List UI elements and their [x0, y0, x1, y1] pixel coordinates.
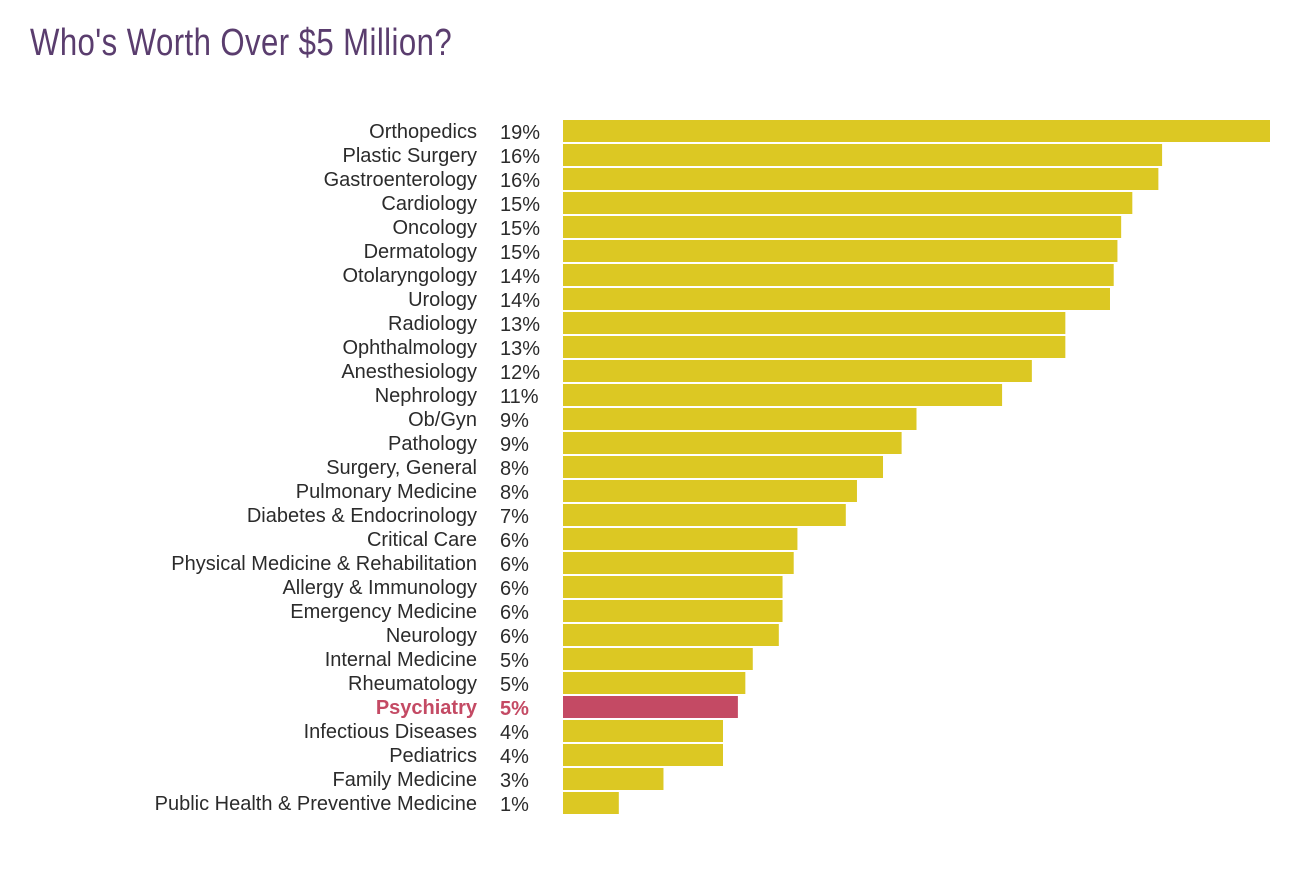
data-label: 13%	[500, 338, 540, 360]
data-label: 15%	[500, 218, 540, 240]
data-label: 4%	[500, 746, 529, 768]
category-label: Neurology	[386, 625, 477, 647]
data-label: 7%	[500, 506, 529, 528]
category-label: Cardiology	[381, 193, 477, 215]
bar	[563, 744, 724, 766]
category-label: Infectious Diseases	[304, 721, 477, 743]
data-label: 13%	[500, 314, 540, 336]
category-label: Rheumatology	[348, 673, 477, 695]
data-label: 9%	[500, 434, 529, 456]
category-label: Anesthesiology	[341, 361, 477, 383]
chart-title: Who's Worth Over $5 Million?	[30, 22, 453, 64]
category-label: Family Medicine	[333, 769, 477, 791]
data-label: 6%	[500, 626, 529, 648]
data-label: 5%	[500, 674, 529, 696]
bar	[563, 672, 746, 694]
data-label: 4%	[500, 722, 529, 744]
bar	[563, 408, 917, 430]
category-label: Surgery, General	[326, 457, 477, 479]
bar	[563, 312, 1066, 334]
bar	[563, 768, 664, 790]
bar	[563, 216, 1122, 238]
bar	[563, 504, 846, 526]
category-label: Psychiatry	[376, 697, 478, 719]
data-label: 15%	[500, 194, 540, 216]
data-label: 15%	[500, 242, 540, 264]
bar	[563, 432, 902, 454]
bar	[563, 144, 1163, 166]
bar	[563, 168, 1159, 190]
bar	[563, 480, 857, 502]
bar	[563, 240, 1118, 262]
data-label: 11%	[500, 386, 539, 408]
category-label: Oncology	[393, 217, 478, 239]
bar	[563, 552, 794, 574]
category-label: Plastic Surgery	[343, 145, 478, 167]
data-label: 6%	[500, 602, 529, 624]
data-label: 8%	[500, 458, 529, 480]
category-label: Urology	[408, 289, 477, 311]
bar	[563, 624, 779, 646]
data-label: 19%	[500, 122, 540, 144]
data-label: 5%	[500, 650, 529, 672]
bar	[563, 528, 798, 550]
category-label: Pathology	[388, 433, 477, 455]
category-label: Pulmonary Medicine	[296, 481, 477, 503]
bar	[563, 696, 738, 718]
data-label: 8%	[500, 482, 529, 504]
data-label: 9%	[500, 410, 529, 432]
bar	[563, 384, 1003, 406]
data-label: 6%	[500, 530, 529, 552]
bar	[563, 600, 783, 622]
category-label: Emergency Medicine	[290, 601, 477, 623]
bar	[563, 456, 884, 478]
bar	[563, 576, 783, 598]
category-label: Nephrology	[375, 385, 477, 407]
bar	[563, 792, 619, 814]
data-label: 6%	[500, 578, 529, 600]
category-label: Orthopedics	[369, 121, 477, 143]
bar	[563, 120, 1270, 142]
category-label: Internal Medicine	[325, 649, 477, 671]
data-label: 6%	[500, 554, 529, 576]
category-label: Ob/Gyn	[408, 409, 477, 431]
bar	[563, 192, 1133, 214]
category-label: Ophthalmology	[342, 337, 477, 359]
data-label: 16%	[500, 170, 540, 192]
category-label: Gastroenterology	[324, 169, 477, 191]
bar	[563, 336, 1066, 358]
bar	[563, 264, 1114, 286]
category-label: Public Health & Preventive Medicine	[155, 793, 477, 815]
data-label: 5%	[500, 698, 529, 720]
bar	[563, 360, 1032, 382]
category-label: Pediatrics	[389, 745, 477, 767]
category-label: Diabetes & Endocrinology	[247, 505, 477, 527]
category-label: Critical Care	[367, 529, 477, 551]
bar	[563, 288, 1110, 310]
bar	[563, 720, 724, 742]
category-label: Physical Medicine & Rehabilitation	[171, 553, 477, 575]
data-label: 14%	[500, 266, 540, 288]
data-label: 14%	[500, 290, 540, 312]
data-label: 1%	[500, 794, 529, 816]
data-label: 12%	[500, 362, 540, 384]
category-label: Dermatology	[364, 241, 477, 263]
category-label: Otolaryngology	[342, 265, 477, 287]
category-label: Radiology	[388, 313, 477, 335]
bar	[563, 648, 753, 670]
category-label: Allergy & Immunology	[282, 577, 477, 599]
data-label: 3%	[500, 770, 529, 792]
data-label: 16%	[500, 146, 540, 168]
